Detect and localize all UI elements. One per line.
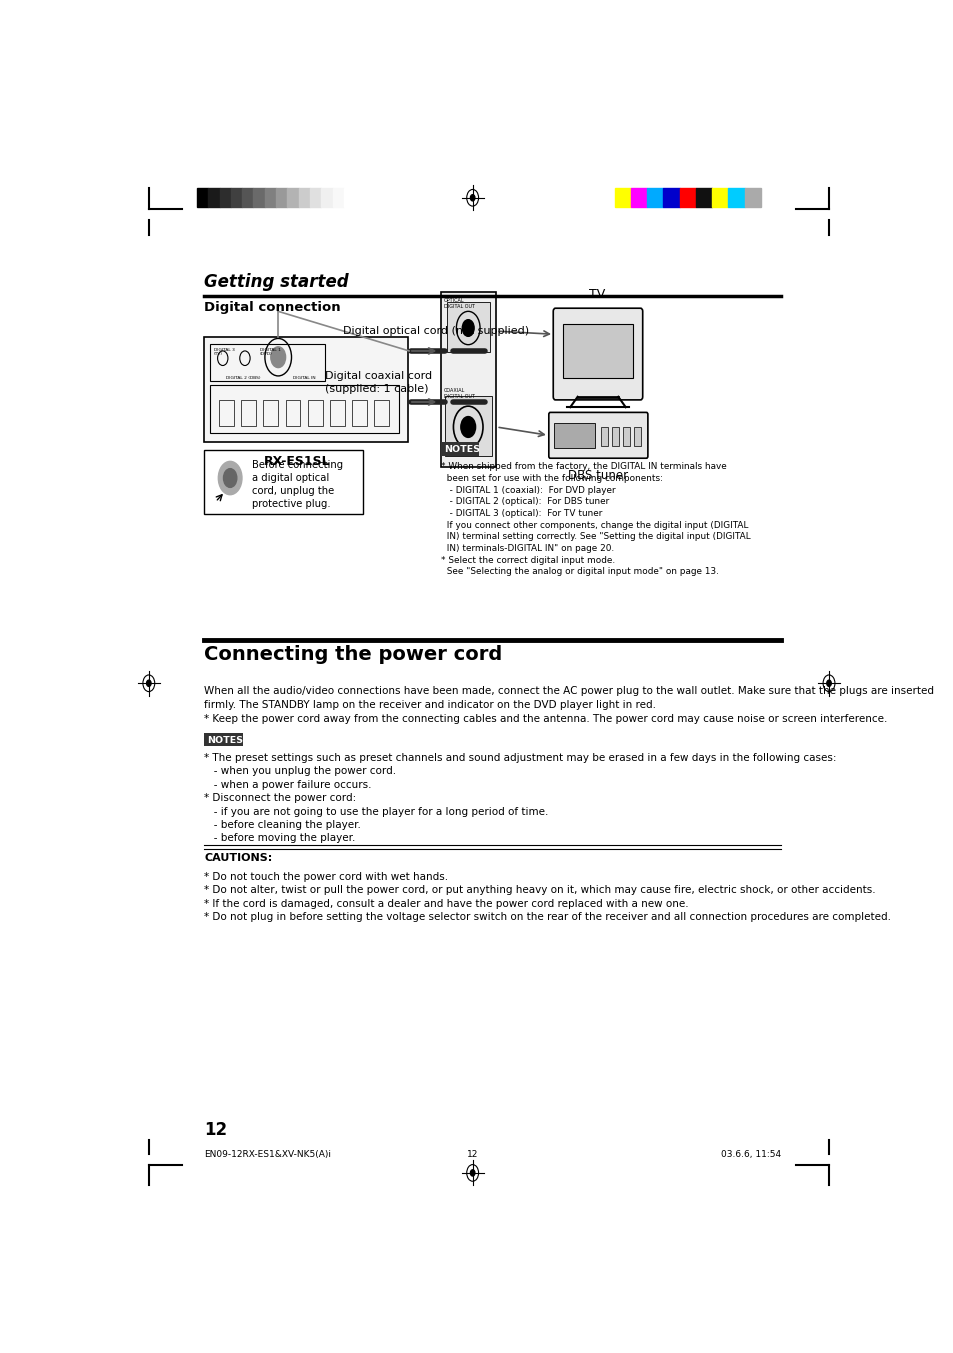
Bar [263, 400, 278, 426]
Text: DIGITAL 1
(DVD): DIGITAL 1 (DVD) [259, 348, 280, 356]
Bar [310, 188, 321, 207]
Text: Digital optical cord (not supplied): Digital optical cord (not supplied) [342, 326, 528, 337]
Bar [440, 291, 496, 467]
Bar [298, 188, 310, 207]
Text: DIGITAL 2 (DBS): DIGITAL 2 (DBS) [226, 376, 261, 380]
Bar [241, 400, 255, 426]
Bar [344, 188, 355, 207]
FancyBboxPatch shape [548, 413, 647, 459]
Text: * When shipped from the factory, the DIGITAL IN terminals have
  been set for us: * When shipped from the factory, the DIG… [440, 463, 750, 576]
Bar [219, 188, 231, 207]
Bar [210, 344, 324, 382]
Text: Getting started: Getting started [204, 272, 349, 291]
Bar [231, 188, 242, 207]
Bar [287, 188, 298, 207]
Bar [646, 188, 662, 207]
Bar [374, 400, 389, 426]
Text: Connecting the power cord: Connecting the power cord [204, 645, 502, 664]
Bar [204, 733, 242, 747]
Bar [728, 188, 744, 207]
Bar [554, 422, 594, 448]
Circle shape [470, 1170, 475, 1176]
Bar [696, 188, 712, 207]
Bar [446, 302, 489, 352]
Circle shape [460, 417, 476, 437]
Bar [219, 400, 233, 426]
Bar [622, 428, 630, 445]
Bar [330, 400, 344, 426]
Bar [204, 451, 363, 514]
Circle shape [271, 346, 285, 368]
Text: EN09-12RX-ES1&XV-NK5(A)i: EN09-12RX-ES1&XV-NK5(A)i [204, 1150, 331, 1160]
Text: When all the audio/video connections have been made, connect the AC power plug t: When all the audio/video connections hav… [204, 686, 933, 724]
Bar [614, 188, 630, 207]
FancyBboxPatch shape [553, 308, 642, 400]
Circle shape [462, 319, 474, 337]
Text: * The preset settings such as preset channels and sound adjustment may be erased: * The preset settings such as preset cha… [204, 754, 836, 843]
Text: RX-ES1SL: RX-ES1SL [263, 455, 330, 468]
Text: Digital coaxial cord
(supplied: 1 cable): Digital coaxial cord (supplied: 1 cable) [324, 371, 432, 394]
Text: NOTES: NOTES [207, 736, 243, 746]
Text: NOTES: NOTES [443, 445, 479, 455]
Bar [600, 428, 607, 445]
Bar [275, 188, 287, 207]
Text: TV: TV [589, 288, 605, 300]
Bar [204, 337, 407, 441]
Circle shape [218, 461, 242, 495]
Bar [253, 188, 265, 207]
Circle shape [223, 468, 236, 487]
Bar [444, 395, 492, 456]
Bar [265, 188, 275, 207]
Text: DIGITAL IN: DIGITAL IN [293, 376, 315, 380]
Bar [196, 188, 208, 207]
Bar [679, 188, 696, 207]
Bar [208, 188, 219, 207]
Bar [562, 323, 633, 377]
Bar [333, 188, 344, 207]
Text: DBS tuner: DBS tuner [568, 468, 628, 482]
Text: COAXIAL
DIGITAL OUT: COAXIAL DIGITAL OUT [443, 388, 475, 399]
Circle shape [470, 195, 475, 200]
Bar [611, 428, 618, 445]
Bar [440, 442, 478, 456]
Bar [242, 188, 253, 207]
Bar [321, 188, 333, 207]
Bar [630, 188, 646, 207]
Text: OPTICAL
DIGITAL OUT: OPTICAL DIGITAL OUT [443, 298, 475, 308]
Bar [744, 188, 760, 207]
Bar [662, 188, 679, 207]
Text: 12: 12 [466, 1150, 477, 1160]
Text: Digital connection: Digital connection [204, 302, 340, 314]
Circle shape [826, 681, 830, 686]
Circle shape [147, 681, 151, 686]
Bar [210, 386, 398, 433]
Bar [633, 428, 640, 445]
Text: DIGITAL 3
(TV): DIGITAL 3 (TV) [213, 348, 234, 356]
Text: 03.6.6, 11:54: 03.6.6, 11:54 [720, 1150, 781, 1160]
Text: CAUTIONS:: CAUTIONS: [204, 854, 273, 863]
Bar [308, 400, 322, 426]
Bar [712, 188, 728, 207]
Bar [285, 400, 300, 426]
Bar [352, 400, 367, 426]
Text: * Do not touch the power cord with wet hands.
* Do not alter, twist or pull the : * Do not touch the power cord with wet h… [204, 871, 890, 921]
Text: Before connecting
a digital optical
cord, unplug the
protective plug.: Before connecting a digital optical cord… [252, 460, 343, 509]
Text: 12: 12 [204, 1120, 227, 1138]
